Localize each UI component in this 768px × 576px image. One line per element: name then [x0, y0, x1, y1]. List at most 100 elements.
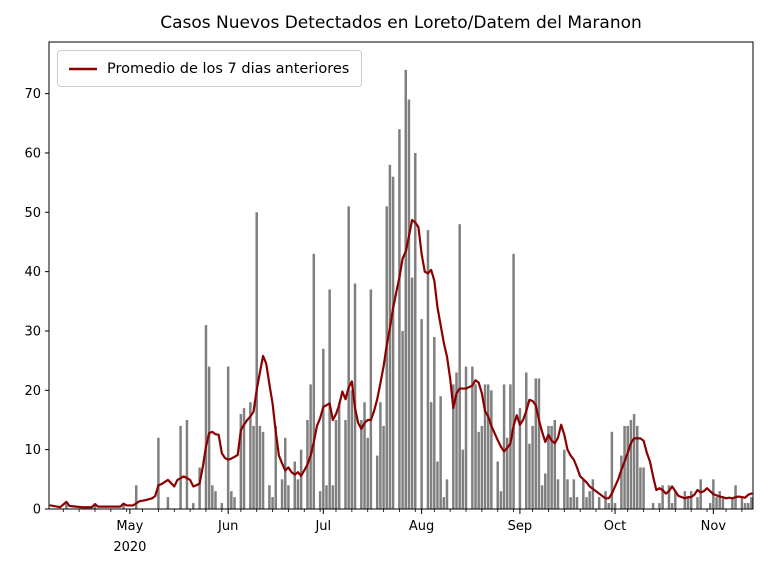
bar-day-196 [670, 503, 674, 509]
bar-day-57 [230, 491, 233, 509]
bar-day-111 [401, 330, 404, 509]
bar-day-138 [486, 384, 490, 509]
bar-day-112 [404, 69, 408, 509]
bar-day-100 [366, 437, 369, 509]
bar-day-107 [388, 164, 392, 509]
bar-day-54 [220, 503, 224, 509]
y-tick-label: 60 [24, 146, 41, 161]
bar-day-187 [642, 467, 645, 509]
bar-day-43 [185, 419, 189, 509]
bar-day-34 [157, 437, 160, 509]
bar-day-82 [309, 384, 312, 509]
bar-day-122 [436, 461, 439, 509]
bar-day-45 [192, 503, 195, 509]
bar-day-60 [239, 414, 243, 509]
chart-legend: Promedio de los 7 dias anteriores [57, 50, 363, 87]
bar-day-165 [572, 479, 576, 509]
x-tick-label: Nov [701, 519, 727, 534]
x-tick-label: Oct [604, 519, 626, 534]
bar-day-83 [312, 253, 316, 509]
bar-day-106 [385, 206, 388, 509]
bar-day-41 [179, 425, 182, 509]
x-axis-year-label: 2020 [113, 540, 146, 555]
bar-day-208 [708, 503, 712, 509]
bar-day-79 [299, 449, 303, 509]
bar-day-121 [433, 336, 436, 509]
bar-day-170 [588, 491, 591, 509]
bar-day-130 [461, 449, 465, 509]
bar-day-197 [674, 491, 677, 509]
bar-day-184 [632, 414, 636, 509]
bar-day-103 [375, 455, 379, 509]
legend-line-swatch [69, 67, 97, 70]
bar-day-37 [166, 497, 170, 509]
bar-day-183 [629, 419, 633, 509]
chart-title: Casos Nuevos Detectados en Loreto/Datem … [160, 13, 642, 33]
bar-day-159 [553, 419, 557, 509]
bar-day-157 [547, 425, 550, 509]
bar-day-212 [721, 497, 725, 509]
bar-day-169 [585, 497, 588, 509]
bar-day-101 [369, 289, 373, 509]
bar-day-94 [347, 206, 350, 509]
bar-day-119 [426, 230, 430, 510]
bar-day-135 [477, 431, 480, 509]
bar-day-218 [740, 497, 744, 509]
bar-day-143 [502, 384, 506, 509]
bar-day-219 [743, 503, 747, 509]
average-line [49, 218, 753, 509]
y-tick-label: 20 [24, 384, 41, 399]
bar-day-164 [569, 497, 572, 509]
bar-day-177 [610, 431, 614, 509]
bar-day-153 [534, 378, 538, 509]
bar-day-128 [455, 372, 458, 509]
bar-day-93 [344, 419, 347, 509]
bar-day-124 [442, 497, 446, 509]
bar-day-117 [420, 319, 423, 509]
y-tick-label: 50 [24, 206, 41, 221]
bar-day-110 [398, 129, 401, 510]
bars-series [65, 69, 753, 510]
bar-day-181 [623, 425, 626, 509]
legend-label: Promedio de los 7 dias anteriores [107, 60, 350, 77]
x-tick-label: Jul [314, 519, 331, 534]
bar-day-127 [452, 384, 455, 509]
bar-day-195 [667, 485, 671, 509]
bar-day-74 [284, 437, 287, 509]
bar-day-95 [350, 390, 354, 509]
bar-day-5 [65, 503, 68, 509]
bar-day-200 [683, 491, 687, 509]
bar-day-144 [505, 437, 509, 509]
bar-day-176 [607, 503, 610, 509]
bar-day-152 [531, 425, 534, 509]
bar-day-173 [597, 497, 601, 509]
bar-day-139 [490, 390, 493, 509]
bar-day-215 [731, 497, 734, 509]
bar-day-58 [233, 497, 236, 509]
bar-day-211 [718, 491, 721, 509]
bar-day-49 [204, 325, 208, 509]
x-tick-label: May [116, 519, 143, 534]
axes: 0 10 20 30 40 50 60 70 May 2020 Jun Jul Aug Sep Oct Nov [24, 41, 754, 555]
bar-day-133 [471, 366, 474, 509]
bar-day-125 [445, 479, 449, 509]
bar-day-61 [242, 408, 246, 509]
bar-day-141 [496, 461, 499, 509]
y-tick-label: 10 [24, 443, 41, 458]
bar-day-163 [566, 479, 569, 509]
bar-day-148 [518, 408, 522, 509]
bar-day-136 [480, 425, 484, 509]
bar-day-86 [322, 348, 325, 509]
bar-day-66 [258, 425, 262, 509]
bar-day-155 [540, 485, 544, 509]
bar-day-150 [525, 372, 528, 509]
bar-day-14 [93, 503, 97, 509]
bar-day-67 [261, 431, 265, 509]
bar-day-71 [274, 425, 277, 509]
bar-day-210 [715, 497, 718, 509]
bar-day-193 [661, 485, 664, 509]
bar-day-192 [658, 503, 661, 509]
bar-day-137 [483, 384, 487, 509]
